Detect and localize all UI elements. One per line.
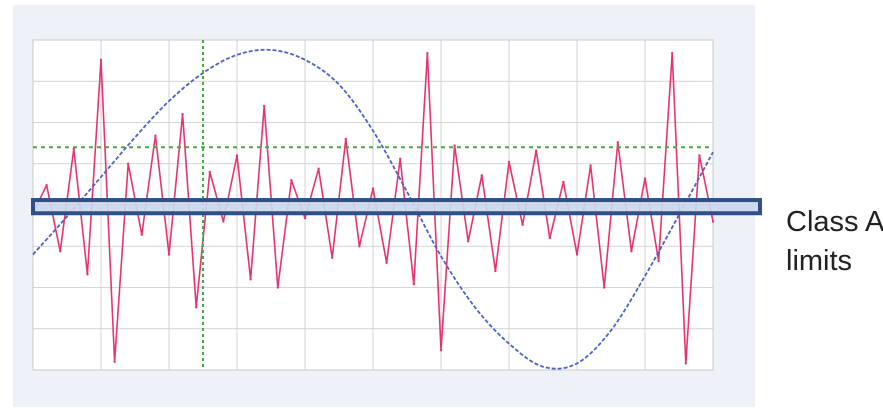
signal-point [575, 253, 579, 256]
signal-point [507, 160, 511, 164]
signal-point [344, 137, 347, 141]
signal-point [235, 154, 239, 157]
signal-point [399, 157, 402, 160]
signal-point [249, 278, 252, 281]
limit-label-line-2: limits [786, 245, 853, 277]
signal-point [127, 162, 130, 165]
signal-point [113, 360, 116, 363]
signal-point [276, 286, 279, 289]
signal-point [72, 147, 76, 151]
limit-label: Class A limits [786, 203, 883, 281]
signal-point [657, 259, 660, 263]
signal-point [439, 349, 443, 352]
signal-point [671, 52, 674, 55]
signal-point [99, 58, 103, 61]
signal-point [167, 253, 171, 256]
reference-lines [33, 40, 713, 370]
signal-point [385, 261, 388, 264]
signal-point [45, 184, 48, 187]
signal-point [616, 141, 619, 144]
signal-point [603, 286, 606, 289]
signal-point [59, 250, 62, 253]
signal-point [317, 167, 320, 170]
signal-point [711, 220, 715, 223]
signal-point [562, 180, 565, 184]
signal-point [222, 220, 225, 223]
signal-point [358, 245, 361, 248]
limit-band [31, 198, 762, 216]
signal-point [290, 179, 293, 182]
signal-point [412, 283, 415, 286]
signal-point [426, 52, 429, 55]
signal-point [630, 250, 633, 253]
signal-point [181, 113, 184, 116]
signal-point [371, 187, 375, 190]
signal-point [303, 217, 307, 220]
limit-band-rect [31, 198, 762, 216]
fundamental-line [32, 48, 714, 370]
signal-point [263, 104, 266, 108]
signal-point [467, 240, 470, 243]
signal-point [643, 177, 647, 180]
fundamental-series [32, 48, 714, 370]
signal-point [331, 256, 334, 259]
signal-point [154, 134, 157, 137]
limit-label-line-1: Class A [786, 206, 883, 238]
signal-point [535, 149, 538, 152]
signal-point [521, 223, 524, 226]
signal-point [86, 273, 89, 276]
signal-point [548, 236, 551, 240]
signal-point [698, 154, 701, 157]
signal-point [480, 174, 483, 177]
signal-point [208, 170, 211, 174]
signal-point [140, 233, 143, 236]
signal-point [494, 269, 497, 273]
signal-point [195, 306, 198, 309]
signal-point [589, 164, 592, 167]
signal-point [453, 144, 456, 147]
signal-point [684, 362, 687, 365]
